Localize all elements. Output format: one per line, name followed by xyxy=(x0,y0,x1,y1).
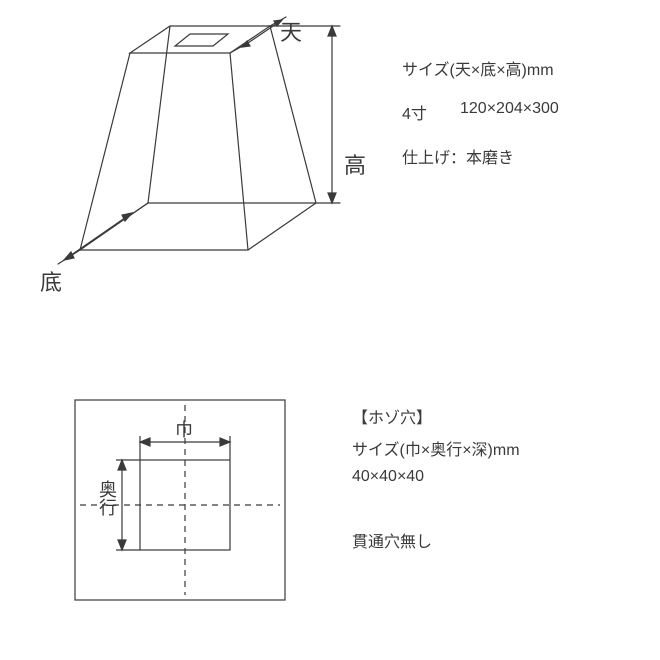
spec2-line3: 40×40×40 xyxy=(352,468,424,486)
label-haba: 巾 xyxy=(175,416,193,442)
spec2-line1: 【ホゾ穴】 xyxy=(352,404,432,428)
label-okuyuki: 奥行 xyxy=(94,480,120,516)
topview-diagram xyxy=(0,0,660,660)
spec2-line4: 貫通穴無し xyxy=(352,528,432,552)
spec2-line2: サイズ(巾×奥行×深)mm xyxy=(352,436,520,460)
